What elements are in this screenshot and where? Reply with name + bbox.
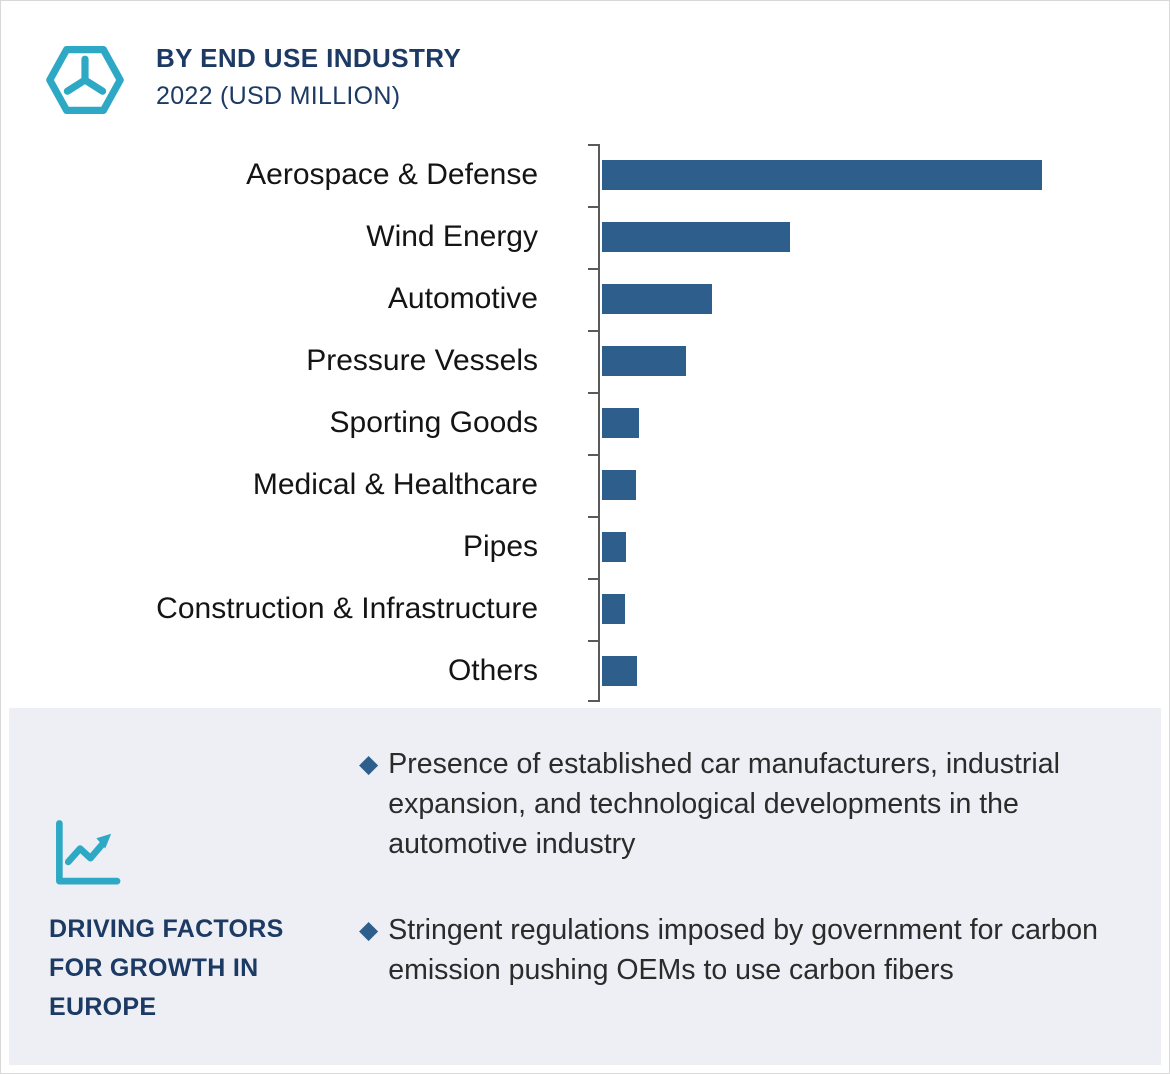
axis-tick bbox=[588, 640, 598, 642]
bar bbox=[602, 160, 1042, 190]
bar-chart: Aerospace & Defense Wind Energy Automotive… bbox=[1, 144, 1121, 702]
bar-area bbox=[568, 454, 1121, 516]
category-label: Others bbox=[447, 654, 538, 687]
bar-area bbox=[568, 206, 1121, 268]
category-label: Automotive bbox=[387, 282, 538, 315]
axis-tick bbox=[588, 700, 598, 702]
chart-header: BY END USE INDUSTRY 2022 (USD MILLION) bbox=[156, 43, 461, 111]
bar bbox=[602, 656, 637, 686]
chart-row: Medical & Healthcare bbox=[1, 454, 1121, 516]
axis-tick bbox=[588, 578, 598, 580]
chart-row: Sporting Goods bbox=[1, 392, 1121, 454]
driving-factors-list: ◆ Presence of established car manufactur… bbox=[359, 744, 1129, 1036]
axis-tick bbox=[588, 392, 598, 394]
bullet-text: Presence of established car manufacturer… bbox=[388, 748, 1060, 860]
bar-area bbox=[568, 268, 1121, 330]
y-axis-line bbox=[598, 144, 600, 702]
axis-tick bbox=[588, 454, 598, 456]
category-label: Pressure Vessels bbox=[306, 344, 538, 377]
axis-tick bbox=[588, 516, 598, 518]
category-label: Medical & Healthcare bbox=[252, 468, 538, 501]
diamond-bullet-icon: ◆ bbox=[359, 916, 379, 944]
bar bbox=[602, 532, 626, 562]
bar-area bbox=[568, 392, 1121, 454]
chart-row: Construction & Infrastructure bbox=[1, 578, 1121, 640]
chart-row: Others bbox=[1, 640, 1121, 702]
category-label: Pipes bbox=[462, 530, 538, 563]
chart-row: Aerospace & Defense bbox=[1, 144, 1121, 206]
hexagon-y-icon bbox=[45, 37, 125, 123]
bar bbox=[602, 408, 639, 438]
chart-row: Wind Energy bbox=[1, 206, 1121, 268]
list-item: ◆ Presence of established car manufactur… bbox=[359, 744, 1129, 864]
diamond-bullet-icon: ◆ bbox=[359, 750, 379, 778]
category-label: Construction & Infrastructure bbox=[156, 592, 538, 625]
bar-area bbox=[568, 640, 1121, 702]
chart-title: BY END USE INDUSTRY bbox=[156, 43, 462, 73]
bar bbox=[602, 284, 712, 314]
chart-row: Pipes bbox=[1, 516, 1121, 578]
bar-area bbox=[568, 578, 1121, 640]
chart-row: Automotive bbox=[1, 268, 1121, 330]
list-item: ◆ Stringent regulations imposed by gover… bbox=[359, 910, 1129, 990]
axis-tick bbox=[588, 330, 598, 332]
category-label: Sporting Goods bbox=[329, 406, 538, 439]
bar bbox=[602, 222, 790, 252]
axis-tick bbox=[588, 144, 598, 146]
bar bbox=[602, 346, 686, 376]
bar bbox=[602, 470, 636, 500]
chart-row: Pressure Vessels bbox=[1, 330, 1121, 392]
chart-subtitle: 2022 (USD MILLION) bbox=[156, 82, 401, 110]
line-chart-icon bbox=[49, 816, 123, 890]
bullet-text: Stringent regulations imposed by governm… bbox=[388, 914, 1098, 986]
bar-area bbox=[568, 144, 1121, 206]
bar-area bbox=[568, 330, 1121, 392]
driving-factors-heading: DRIVING FACTORS FOR GROWTH IN EUROPE bbox=[49, 915, 284, 1021]
bar bbox=[602, 594, 625, 624]
bar-area bbox=[568, 516, 1121, 578]
axis-tick bbox=[588, 268, 598, 270]
category-label: Wind Energy bbox=[366, 220, 538, 253]
driving-factors-panel: DRIVING FACTORS FOR GROWTH IN EUROPE ◆ P… bbox=[9, 708, 1161, 1065]
axis-tick bbox=[588, 206, 598, 208]
category-label: Aerospace & Defense bbox=[246, 158, 538, 191]
